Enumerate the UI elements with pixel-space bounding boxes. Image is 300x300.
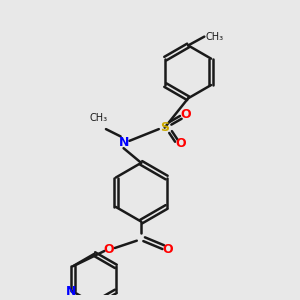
Text: N: N (118, 136, 129, 149)
Text: N: N (66, 285, 76, 298)
Text: CH₃: CH₃ (206, 32, 224, 42)
Text: S: S (160, 121, 169, 134)
Text: O: O (176, 137, 186, 150)
Text: O: O (180, 108, 190, 121)
Text: O: O (103, 243, 114, 256)
Text: CH₃: CH₃ (90, 113, 108, 123)
Text: O: O (162, 243, 173, 256)
